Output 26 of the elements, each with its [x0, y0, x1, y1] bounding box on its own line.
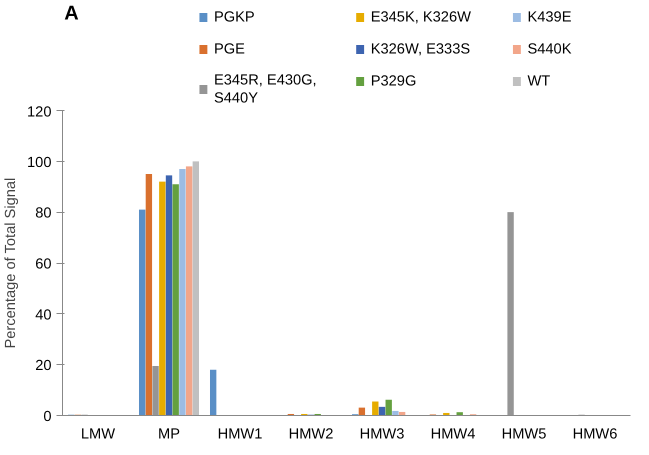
legend-label: S440K	[527, 42, 572, 58]
legend-label: K326W, E333S	[370, 42, 470, 58]
y-tick-label: 40	[35, 307, 52, 324]
legend-label: PGKP	[214, 10, 255, 26]
y-tick-label: 0	[43, 409, 52, 425]
x-tick-label: HMW5	[502, 426, 546, 442]
y-tick-label: 120	[27, 104, 52, 120]
x-tick-label: LMW	[80, 426, 116, 442]
y-axis-title: Percentage of Total Signal	[3, 178, 20, 349]
x-tick-label: HMW2	[288, 426, 334, 442]
text: A	[64, 2, 79, 24]
x-tick-label: HMW4	[430, 426, 476, 442]
legend-label: E345K, K326W	[370, 10, 472, 26]
x-tick-label: HMW1	[218, 426, 262, 442]
x-tick-label: HMW6	[572, 426, 618, 442]
y-tick-label: 80	[35, 206, 52, 222]
y-tick-label: 20	[35, 358, 52, 374]
y-tick-label: 100	[27, 154, 52, 171]
legend-label: P329G	[370, 74, 416, 90]
x-tick-label: MP	[158, 426, 180, 442]
legend-label: E345R, E430G, S440Y	[214, 72, 317, 106]
legend-label: WT	[527, 74, 550, 90]
x-tick-label: HMW3	[360, 426, 404, 442]
y-tick-label: 60	[35, 256, 52, 272]
legend-label: PGE	[214, 42, 246, 58]
legend-label: K439E	[527, 10, 572, 26]
